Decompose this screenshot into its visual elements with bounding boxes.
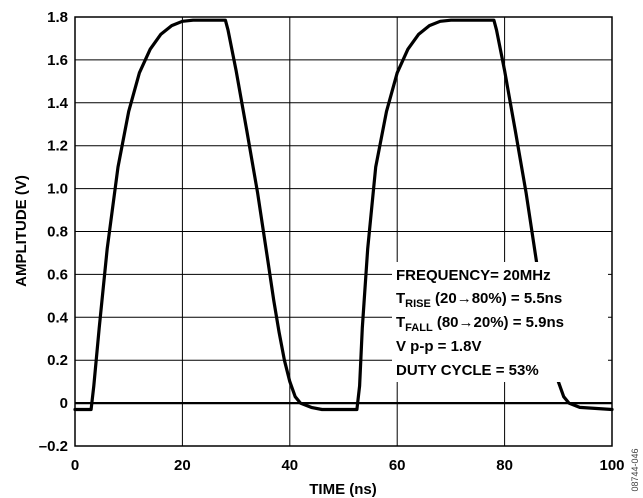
annotation-tfall: TFALL (80→20%) = 5.9ns bbox=[396, 314, 564, 334]
annotation-duty-cycle: DUTY CYCLE = 53% bbox=[396, 362, 539, 379]
y-tick-label: 0 bbox=[60, 395, 68, 412]
annotation-background bbox=[392, 262, 608, 382]
annotation-tfall-sub: FALL bbox=[405, 322, 433, 334]
annotation-tfall-rest: (80→20%) = 5.9ns bbox=[433, 314, 564, 331]
y-tick-label: 0.6 bbox=[47, 266, 68, 283]
y-tick-label: 0.8 bbox=[47, 224, 68, 241]
y-tick-label: 1.2 bbox=[47, 138, 68, 155]
x-tick-label: 60 bbox=[389, 457, 406, 474]
y-tick-label: 1.4 bbox=[47, 95, 69, 112]
x-tick-label: 40 bbox=[281, 457, 298, 474]
annotation-trise-sub: RISE bbox=[405, 298, 431, 310]
grid-lines bbox=[75, 17, 612, 446]
y-tick-label: 0.2 bbox=[47, 352, 68, 369]
annotation-trise-main: T bbox=[396, 290, 405, 307]
y-axis-title: AMPLITUDE (V) bbox=[13, 175, 30, 287]
x-tick-label: 100 bbox=[599, 457, 624, 474]
x-tick-label: 0 bbox=[71, 457, 79, 474]
y-tick-label: 1.8 bbox=[47, 9, 68, 26]
annotation-vpp: V p-p = 1.8V bbox=[396, 338, 481, 355]
annotation-trise: TRISE (20→80%) = 5.5ns bbox=[396, 290, 562, 310]
annotation-box: FREQUENCY= 20MHz TRISE (20→80%) = 5.5ns … bbox=[392, 262, 608, 382]
y-tick-label: 1.6 bbox=[47, 52, 68, 69]
x-tick-labels: 0 20 40 60 80 100 bbox=[71, 457, 625, 474]
y-tick-labels: –0.2 0 0.2 0.4 0.6 0.8 1.0 1.2 1.4 1.6 1.8 bbox=[39, 9, 69, 455]
waveform-line bbox=[73, 18, 614, 412]
y-tick-label: –0.2 bbox=[39, 438, 68, 455]
x-axis-title: TIME (ns) bbox=[309, 481, 377, 498]
data-series bbox=[73, 18, 614, 412]
figure-id: 08744-046 bbox=[630, 448, 640, 491]
x-tick-label: 20 bbox=[174, 457, 191, 474]
annotation-trise-rest: (20→80%) = 5.5ns bbox=[431, 290, 562, 307]
x-tick-label: 80 bbox=[496, 457, 513, 474]
annotation-tfall-main: T bbox=[396, 314, 405, 331]
y-tick-label: 0.4 bbox=[47, 309, 69, 326]
plot-frame bbox=[74, 16, 613, 447]
y-tick-label: 1.0 bbox=[47, 181, 68, 198]
annotation-frequency: FREQUENCY= 20MHz bbox=[396, 267, 551, 284]
